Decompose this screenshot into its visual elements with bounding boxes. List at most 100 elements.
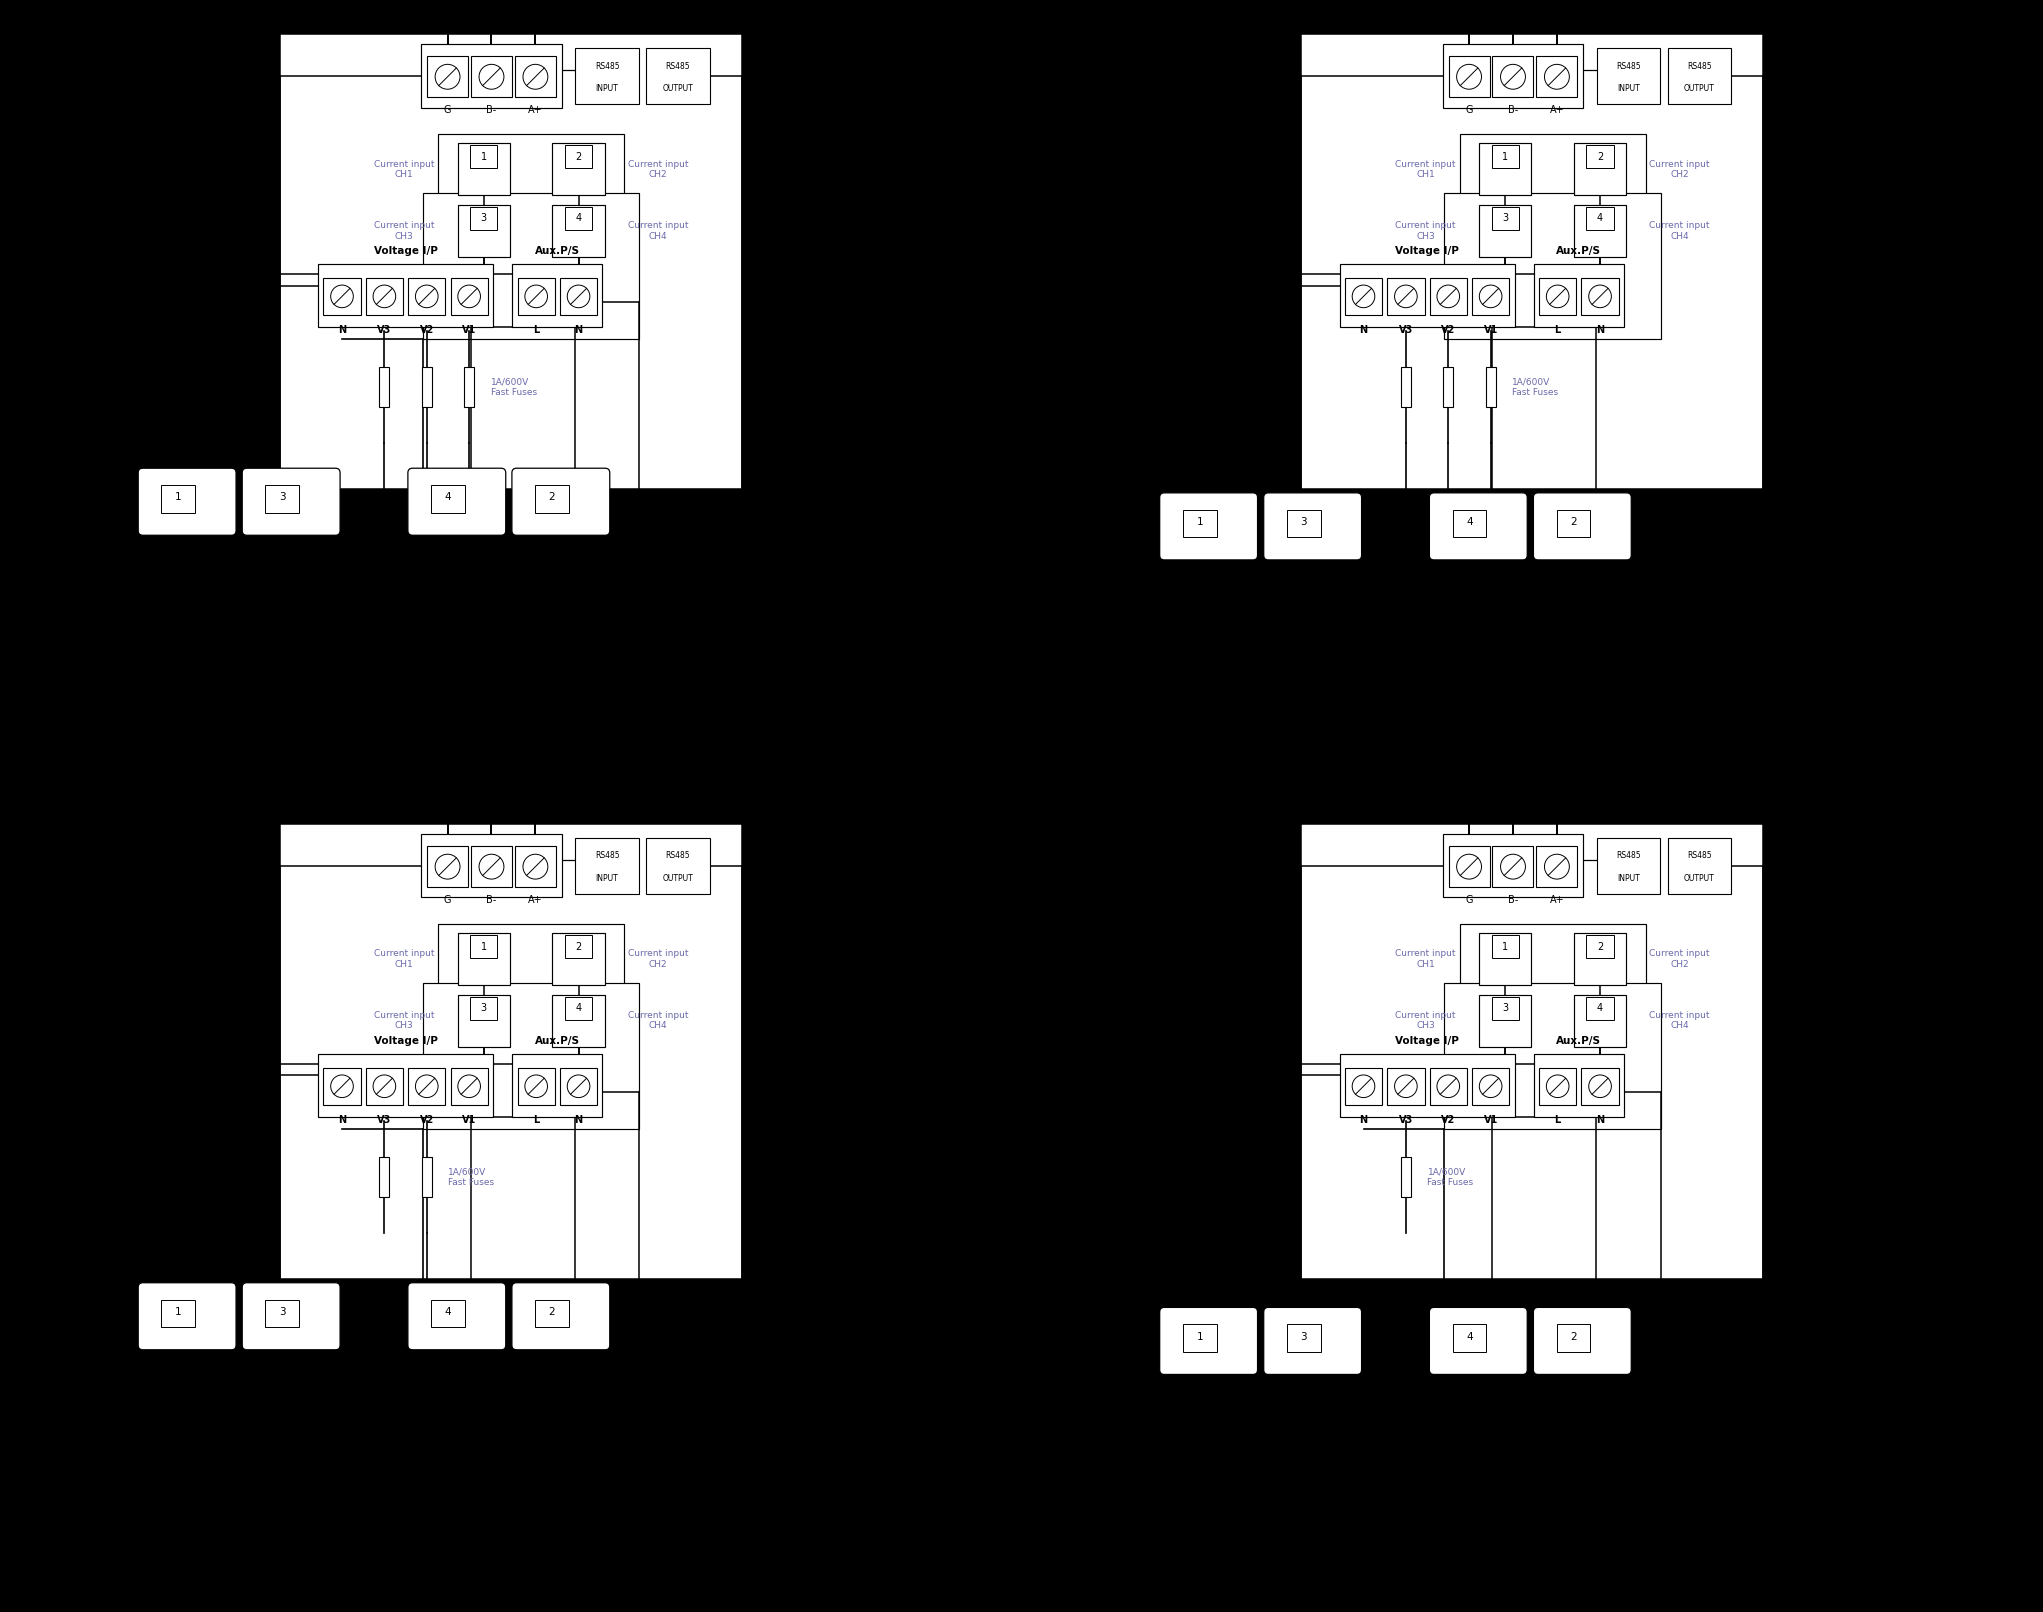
- FancyBboxPatch shape: [552, 933, 605, 985]
- FancyBboxPatch shape: [1160, 1307, 1258, 1375]
- Text: Current input
CH3: Current input CH3: [1395, 1011, 1457, 1030]
- Text: INPUT: INPUT: [597, 84, 619, 93]
- Text: OUTPUT: OUTPUT: [1683, 874, 1714, 883]
- Text: 4: 4: [1467, 517, 1473, 527]
- FancyBboxPatch shape: [380, 1157, 390, 1198]
- Text: 2: 2: [576, 941, 582, 951]
- Text: 1: 1: [1197, 517, 1203, 527]
- Text: L1: L1: [754, 640, 770, 653]
- FancyBboxPatch shape: [1573, 933, 1626, 985]
- Text: N: N: [754, 566, 764, 579]
- Text: L3: L3: [754, 592, 770, 604]
- FancyBboxPatch shape: [458, 933, 511, 985]
- Text: N: N: [1359, 326, 1367, 335]
- Text: OUTPUT: OUTPUT: [662, 874, 693, 883]
- Text: B-: B-: [1508, 895, 1518, 906]
- FancyBboxPatch shape: [1448, 56, 1489, 97]
- FancyBboxPatch shape: [470, 145, 496, 168]
- FancyBboxPatch shape: [243, 467, 339, 535]
- Text: Current input
CH3: Current input CH3: [374, 221, 435, 240]
- Text: Current input
CH4: Current input CH4: [627, 221, 688, 240]
- Text: 2: 2: [1598, 152, 1604, 161]
- FancyBboxPatch shape: [1491, 996, 1518, 1020]
- Text: L: L: [1555, 326, 1561, 335]
- FancyBboxPatch shape: [1534, 493, 1630, 559]
- FancyBboxPatch shape: [452, 277, 488, 314]
- Text: V3: V3: [378, 326, 392, 335]
- Text: 1A/600V
Fast Fuses: 1A/600V Fast Fuses: [447, 1167, 494, 1186]
- FancyBboxPatch shape: [323, 1067, 362, 1104]
- Text: B-: B-: [1508, 105, 1518, 116]
- Text: 1A/600V
Fast Fuses: 1A/600V Fast Fuses: [1428, 1167, 1473, 1186]
- FancyBboxPatch shape: [646, 48, 709, 103]
- Text: OUTPUT: OUTPUT: [1683, 84, 1714, 93]
- Text: 3: 3: [1301, 517, 1308, 527]
- FancyBboxPatch shape: [1401, 1157, 1412, 1198]
- Text: N: N: [1596, 1116, 1604, 1125]
- FancyBboxPatch shape: [1461, 924, 1645, 995]
- FancyBboxPatch shape: [517, 277, 556, 314]
- Text: B-: B-: [486, 105, 496, 116]
- Text: N: N: [337, 1116, 345, 1125]
- Text: L: L: [1555, 1116, 1561, 1125]
- FancyBboxPatch shape: [552, 205, 605, 256]
- Text: V3: V3: [1399, 1116, 1414, 1125]
- FancyBboxPatch shape: [1493, 846, 1534, 887]
- Text: Aux.P/S: Aux.P/S: [535, 247, 580, 256]
- FancyBboxPatch shape: [1491, 145, 1518, 168]
- Text: V2: V2: [1440, 326, 1455, 335]
- FancyBboxPatch shape: [1598, 48, 1661, 103]
- FancyBboxPatch shape: [323, 277, 362, 314]
- Text: G: G: [1465, 895, 1473, 906]
- FancyBboxPatch shape: [1573, 205, 1626, 256]
- Text: 4: 4: [445, 492, 452, 503]
- FancyBboxPatch shape: [458, 995, 511, 1046]
- Text: 2: 2: [1571, 517, 1577, 527]
- FancyBboxPatch shape: [243, 1283, 339, 1349]
- FancyBboxPatch shape: [1183, 509, 1216, 537]
- FancyBboxPatch shape: [1491, 935, 1518, 958]
- FancyBboxPatch shape: [1479, 995, 1532, 1046]
- FancyBboxPatch shape: [515, 846, 556, 887]
- Text: Voltage I/P: Voltage I/P: [1395, 247, 1459, 256]
- FancyBboxPatch shape: [1430, 493, 1528, 559]
- FancyBboxPatch shape: [421, 368, 431, 408]
- Text: 2: 2: [576, 152, 582, 161]
- Text: L: L: [533, 1116, 539, 1125]
- Text: RS485: RS485: [1616, 61, 1641, 71]
- FancyBboxPatch shape: [409, 467, 507, 535]
- FancyBboxPatch shape: [1534, 1307, 1630, 1375]
- Text: N: N: [754, 1381, 764, 1394]
- Text: 1: 1: [176, 492, 182, 503]
- Text: 3: 3: [280, 1307, 286, 1317]
- Text: 4: 4: [576, 213, 582, 224]
- FancyBboxPatch shape: [1534, 1054, 1624, 1117]
- FancyBboxPatch shape: [1265, 493, 1361, 559]
- FancyBboxPatch shape: [1557, 509, 1589, 537]
- FancyBboxPatch shape: [431, 485, 466, 513]
- FancyBboxPatch shape: [1557, 1323, 1589, 1352]
- FancyBboxPatch shape: [560, 1067, 597, 1104]
- FancyBboxPatch shape: [266, 1299, 298, 1327]
- Text: INPUT: INPUT: [1618, 874, 1641, 883]
- Text: N: N: [574, 326, 582, 335]
- Text: RS485: RS485: [1616, 851, 1641, 861]
- FancyBboxPatch shape: [423, 983, 639, 1128]
- Text: G: G: [443, 895, 452, 906]
- Text: 3: 3: [1502, 213, 1508, 224]
- FancyBboxPatch shape: [1442, 45, 1583, 108]
- FancyBboxPatch shape: [470, 996, 496, 1020]
- FancyBboxPatch shape: [409, 1067, 445, 1104]
- Text: Current input
CH1: Current input CH1: [1395, 949, 1457, 969]
- FancyBboxPatch shape: [1667, 838, 1730, 893]
- Text: RS485: RS485: [666, 851, 691, 861]
- FancyBboxPatch shape: [1538, 277, 1577, 314]
- FancyBboxPatch shape: [1287, 509, 1320, 537]
- FancyBboxPatch shape: [1183, 1323, 1216, 1352]
- FancyBboxPatch shape: [139, 1283, 237, 1349]
- FancyBboxPatch shape: [535, 1299, 568, 1327]
- FancyBboxPatch shape: [576, 838, 639, 893]
- Text: RS485: RS485: [1688, 851, 1712, 861]
- FancyBboxPatch shape: [266, 485, 298, 513]
- Text: Voltage I/P: Voltage I/P: [374, 247, 437, 256]
